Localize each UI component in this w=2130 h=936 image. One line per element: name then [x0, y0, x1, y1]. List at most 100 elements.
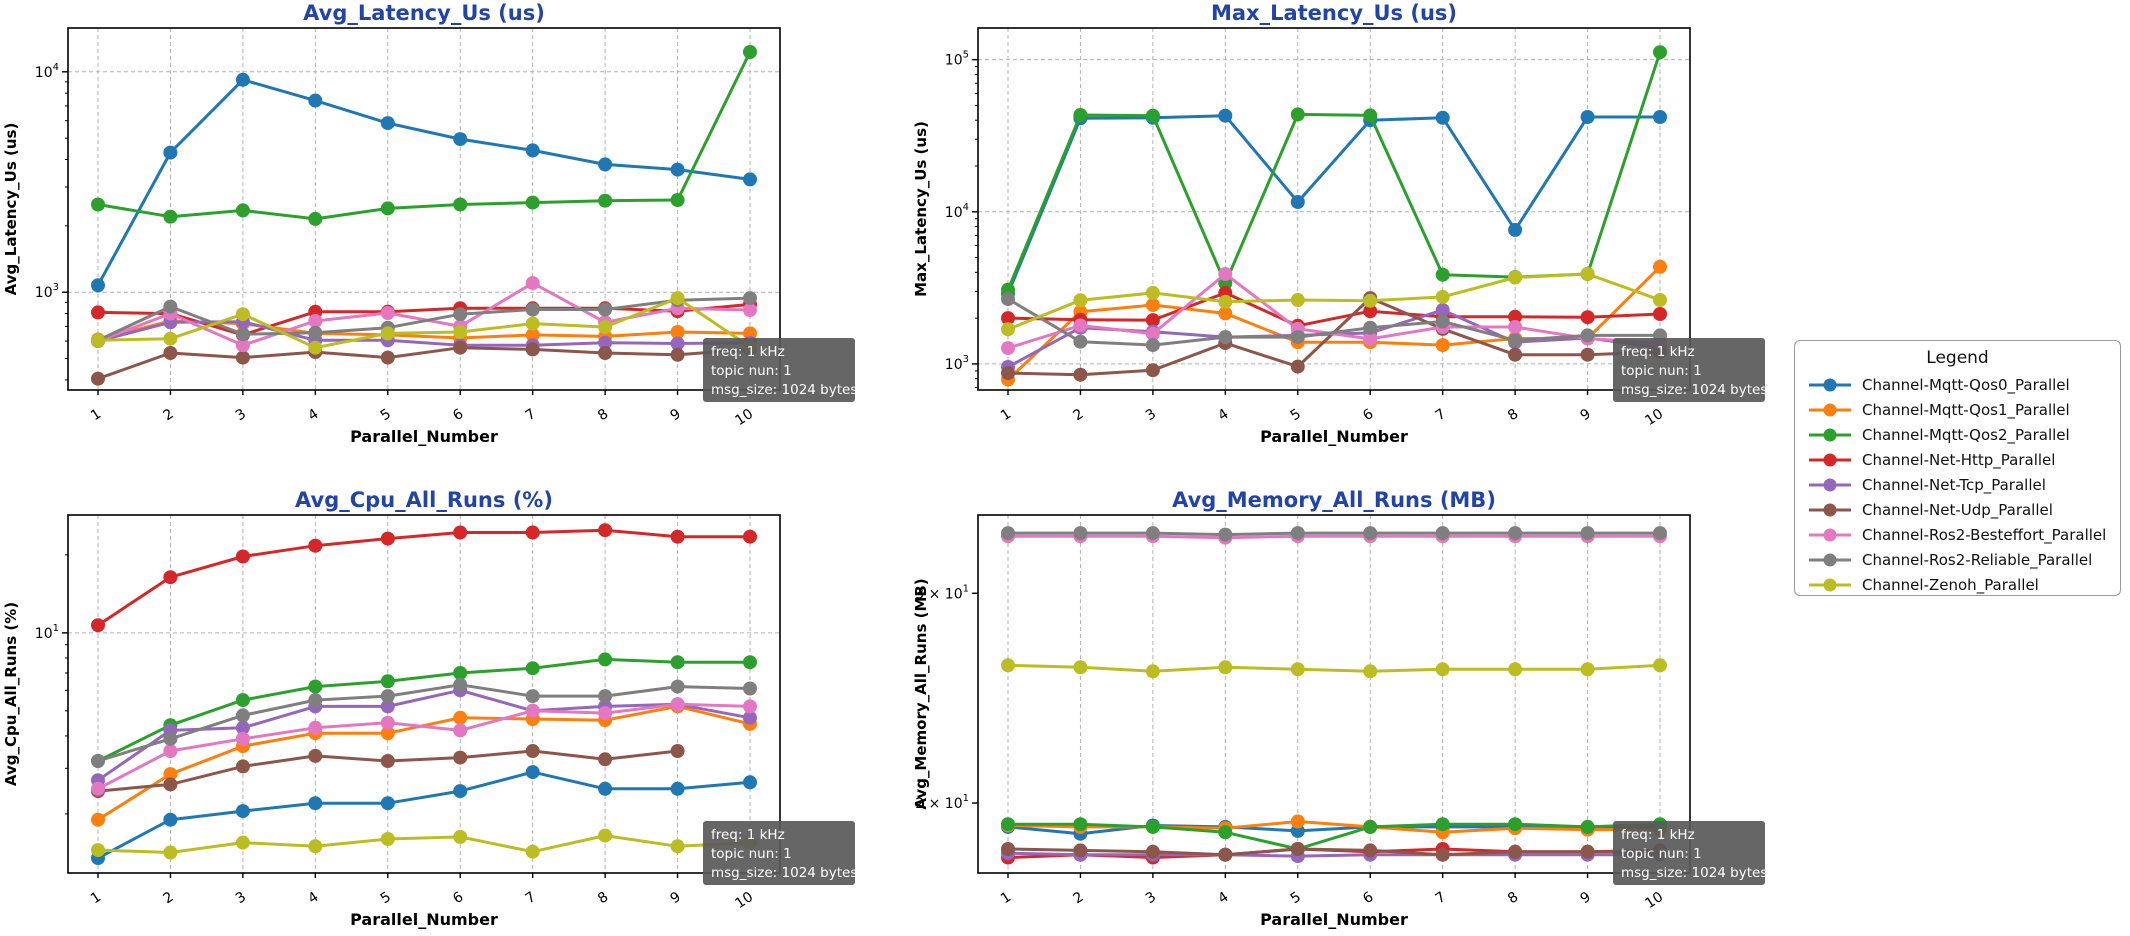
data-point-Channel-Net-Udp_Parallel — [163, 777, 178, 792]
data-point-Channel-Ros2-Besteffort_Parallel — [525, 703, 540, 718]
data-point-Channel-Net-Udp_Parallel — [380, 754, 395, 768]
x-tick-label: 6 — [450, 406, 466, 424]
data-point-Channel-Ros2-Reliable_Parallel — [1435, 314, 1450, 329]
x-tick-label: 5 — [378, 406, 394, 424]
x-tick-label: 3 — [233, 406, 249, 424]
legend-item-label: Channel-Net-Http_Parallel — [1862, 450, 2056, 469]
annotation-line: topic nun: 1 — [711, 363, 792, 379]
legend-marker-icon — [1809, 453, 1851, 466]
data-point-Channel-Net-Http_Parallel — [380, 531, 395, 546]
data-point-Channel-Net-Http_Parallel — [1508, 309, 1523, 324]
data-point-Channel-Mqtt-Qos2_Parallel — [1001, 817, 1015, 832]
data-point-Channel-Ros2-Besteffort_Parallel — [235, 338, 250, 353]
data-point-Channel-Zenoh_Parallel — [1653, 293, 1667, 307]
series-line-Channel-Zenoh_Parallel — [1006, 272, 1662, 331]
data-point-Channel-Net-Http_Parallel — [670, 529, 685, 544]
x-tick-label: 2 — [160, 889, 176, 907]
data-point-Channel-Ros2-Reliable_Parallel — [525, 302, 540, 317]
data-point-Channel-Mqtt-Qos1_Parallel — [670, 325, 685, 339]
data-point-Channel-Mqtt-Qos2_Parallel — [598, 193, 613, 208]
data-point-Channel-Mqtt-Qos0_Parallel — [308, 93, 323, 108]
annotation-line: freq: 1 kHz — [711, 827, 785, 843]
data-point-Channel-Mqtt-Qos2_Parallel — [1363, 108, 1378, 123]
data-point-Channel-Net-Http_Parallel — [598, 523, 613, 538]
annotation-box — [1613, 338, 1765, 402]
data-point-Channel-Ros2-Besteffort_Parallel — [91, 781, 105, 796]
data-point-Channel-Zenoh_Parallel — [1508, 662, 1523, 677]
data-point-Channel-Net-Udp_Parallel — [1580, 347, 1595, 362]
x-tick-label: 4 — [1215, 406, 1231, 424]
data-point-Channel-Net-Udp_Parallel — [1435, 847, 1450, 862]
series-line-Channel-Net-Tcp_Parallel — [1006, 851, 1662, 858]
chart-title: Max_Latency_Us (us) — [1211, 1, 1457, 25]
x-tick-label: 1 — [88, 406, 104, 424]
y-axis-label: Max_Latency_Us (us) — [912, 121, 930, 297]
legend-item: Channel-Net-Udp_Parallel — [1795, 497, 2120, 522]
data-point-Channel-Ros2-Reliable_Parallel — [1435, 526, 1450, 541]
legend-item-label: Channel-Ros2-Besteffort_Parallel — [1862, 525, 2107, 544]
annotation-line: topic nun: 1 — [1621, 846, 1702, 862]
data-point-Channel-Net-Udp_Parallel — [1363, 843, 1378, 858]
data-point-Channel-Mqtt-Qos2_Parallel — [235, 693, 250, 708]
legend-item: Channel-Ros2-Besteffort_Parallel — [1795, 522, 2120, 547]
legend-item: Channel-Net-Http_Parallel — [1795, 447, 2120, 472]
data-point-Channel-Mqtt-Qos0_Parallel — [1653, 110, 1667, 124]
data-point-Channel-Zenoh_Parallel — [235, 307, 250, 322]
x-tick-label: 8 — [595, 406, 611, 424]
data-point-Channel-Ros2-Besteffort_Parallel — [380, 306, 395, 320]
data-point-Channel-Ros2-Besteffort_Parallel — [380, 715, 395, 730]
data-point-Channel-Mqtt-Qos2_Parallel — [1653, 45, 1667, 60]
x-axis-label: Parallel_Number — [1260, 427, 1408, 446]
data-point-Channel-Mqtt-Qos0_Parallel — [235, 804, 250, 819]
data-point-Channel-Mqtt-Qos2_Parallel — [308, 679, 323, 694]
data-point-Channel-Mqtt-Qos2_Parallel — [1435, 817, 1450, 832]
x-tick-label: 7 — [1433, 406, 1449, 424]
data-point-Channel-Zenoh_Parallel — [525, 844, 540, 859]
series-line-Channel-Ros2-Besteffort_Parallel — [96, 702, 752, 791]
data-point-Channel-Net-Udp_Parallel — [1218, 847, 1233, 862]
y-axis-label: Avg_Latency_Us (us) — [2, 123, 20, 296]
data-point-Channel-Mqtt-Qos2_Parallel — [1508, 817, 1523, 832]
data-point-Channel-Mqtt-Qos0_Parallel — [670, 162, 685, 177]
data-point-Channel-Mqtt-Qos0_Parallel — [380, 116, 395, 131]
y-tick-label: 2 × 101 — [915, 793, 969, 812]
data-point-Channel-Mqtt-Qos2_Parallel — [1435, 267, 1450, 282]
x-tick-label: 8 — [595, 889, 611, 907]
series-line-Channel-Net-Http_Parallel — [96, 528, 752, 627]
data-point-Channel-Zenoh_Parallel — [1001, 322, 1015, 337]
data-point-Channel-Mqtt-Qos2_Parallel — [453, 666, 468, 680]
series-line-Channel-Mqtt-Qos2_Parallel — [96, 50, 752, 221]
data-point-Channel-Ros2-Reliable_Parallel — [91, 754, 105, 768]
series-line-Channel-Net-Http_Parallel — [96, 302, 752, 337]
data-point-Channel-Zenoh_Parallel — [163, 845, 178, 860]
x-tick-label: 4 — [305, 406, 321, 424]
data-point-Channel-Mqtt-Qos0_Parallel — [235, 72, 250, 87]
plot-border — [977, 514, 1691, 874]
data-point-Channel-Ros2-Reliable_Parallel — [453, 307, 468, 322]
data-point-Channel-Mqtt-Qos2_Parallel — [1145, 819, 1160, 834]
legend-item: Channel-Zenoh_Parallel — [1795, 572, 2120, 597]
data-point-Channel-Ros2-Reliable_Parallel — [1580, 328, 1595, 343]
annotation-line: freq: 1 kHz — [711, 344, 785, 360]
data-point-Channel-Mqtt-Qos1_Parallel — [1653, 259, 1667, 274]
series-line-Channel-Ros2-Reliable_Parallel — [1006, 531, 1662, 537]
data-point-Channel-Zenoh_Parallel — [1653, 658, 1667, 673]
data-point-Channel-Mqtt-Qos2_Parallel — [1363, 819, 1378, 834]
data-point-Channel-Ros2-Reliable_Parallel — [1508, 333, 1523, 348]
data-point-Channel-Ros2-Besteffort_Parallel — [453, 723, 468, 738]
legend: Legend Channel-Mqtt-Qos0_Parallel Channel… — [1794, 340, 2121, 596]
data-point-Channel-Ros2-Reliable_Parallel — [1290, 526, 1305, 541]
legend-marker-icon — [1809, 553, 1851, 566]
data-point-Channel-Ros2-Reliable_Parallel — [1073, 334, 1088, 349]
plot-border — [67, 27, 781, 391]
data-point-Channel-Ros2-Reliable_Parallel — [525, 689, 540, 704]
data-point-Channel-Zenoh_Parallel — [380, 326, 395, 341]
data-point-Channel-Net-Udp_Parallel — [598, 346, 613, 360]
data-point-Channel-Ros2-Reliable_Parallel — [380, 689, 395, 704]
annotation-line: msg_size: 1024 bytes — [711, 382, 857, 398]
data-point-Channel-Net-Tcp_Parallel — [598, 335, 613, 350]
data-point-Channel-Ros2-Reliable_Parallel — [743, 681, 757, 696]
data-point-Channel-Mqtt-Qos0_Parallel — [598, 157, 613, 172]
data-point-Channel-Net-Udp_Parallel — [1073, 367, 1088, 382]
